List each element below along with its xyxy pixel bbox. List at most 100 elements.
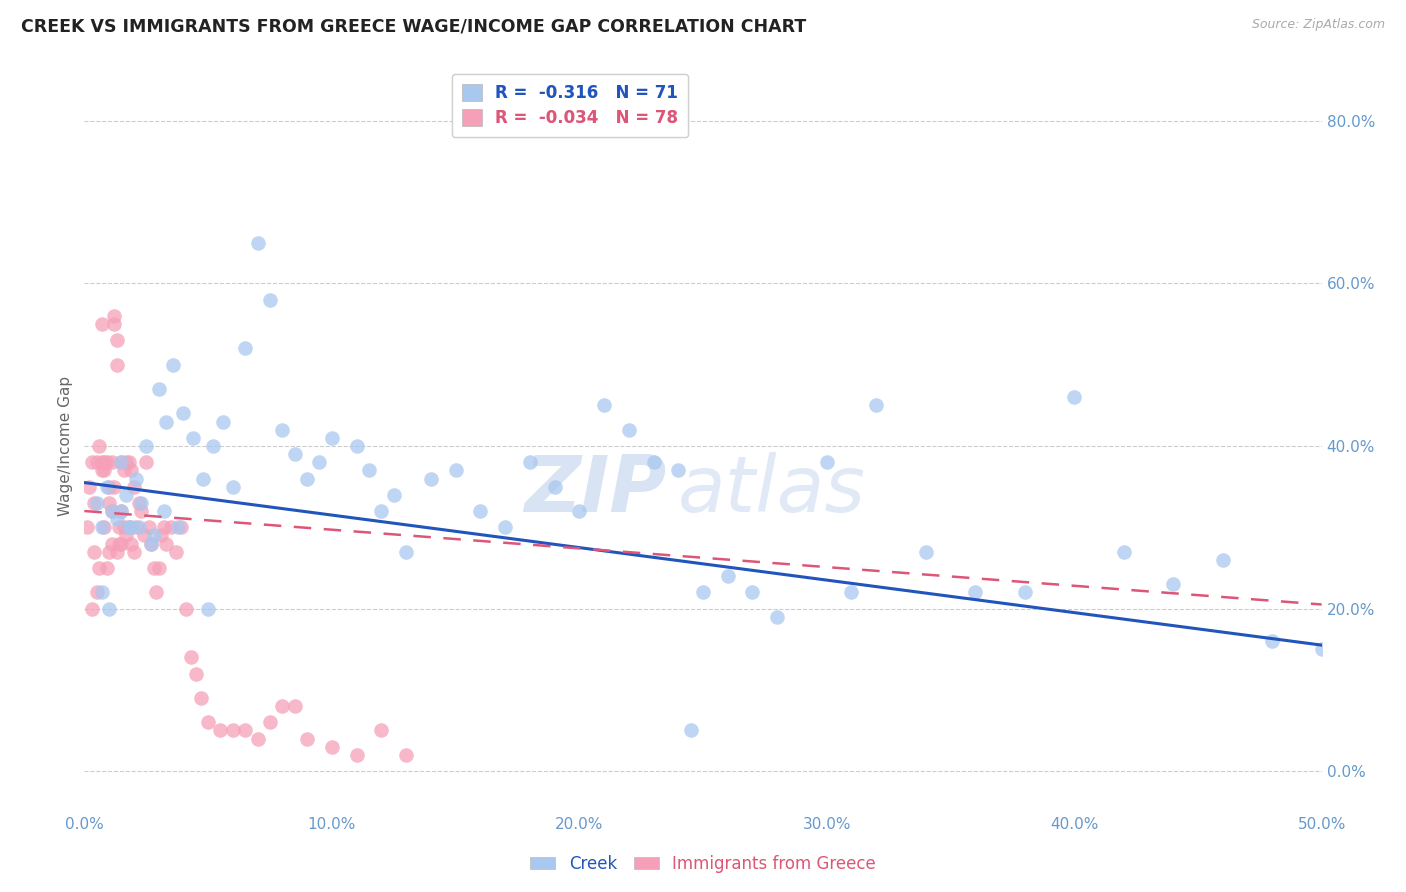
Point [470, 504, 492, 518]
Point [80, 455, 103, 469]
Point [152, 504, 174, 518]
Point [105, 358, 128, 372]
Point [138, 520, 160, 534]
Point [202, 439, 225, 453]
Point [90, 520, 112, 534]
Point [141, 536, 163, 550]
Point [148, 561, 170, 575]
Point [103, 480, 125, 494]
Point [568, 504, 591, 518]
Point [129, 496, 152, 510]
Point [1310, 642, 1333, 657]
Point [76, 520, 98, 534]
Point [346, 747, 368, 762]
Point [162, 358, 184, 372]
Point [98, 496, 121, 510]
Point [110, 504, 132, 518]
Point [519, 455, 541, 469]
Point [1212, 553, 1234, 567]
Text: atlas: atlas [678, 452, 866, 528]
Point [125, 471, 148, 485]
Point [295, 471, 318, 485]
Point [184, 666, 207, 681]
Point [766, 609, 789, 624]
Point [197, 601, 219, 615]
Point [100, 504, 122, 518]
Point [209, 723, 232, 738]
Point [150, 528, 173, 542]
Point [132, 528, 155, 542]
Point [222, 480, 245, 494]
Point [284, 699, 307, 714]
Point [543, 480, 565, 494]
Point [1014, 585, 1036, 599]
Point [79, 480, 101, 494]
Point [89, 561, 111, 575]
Point [90, 585, 112, 599]
Point [370, 723, 392, 738]
Point [395, 747, 418, 762]
Point [120, 463, 142, 477]
Point [105, 512, 128, 526]
Point [295, 731, 318, 746]
Point [170, 520, 193, 534]
Point [815, 455, 838, 469]
Point [321, 739, 343, 754]
Point [110, 455, 132, 469]
Point [152, 520, 174, 534]
Point [122, 480, 145, 494]
Text: CREEK VS IMMIGRANTS FROM GREECE WAGE/INCOME GAP CORRELATION CHART: CREEK VS IMMIGRANTS FROM GREECE WAGE/INC… [21, 18, 806, 36]
Point [155, 536, 177, 550]
Point [181, 431, 204, 445]
Point [100, 536, 122, 550]
Point [246, 731, 269, 746]
Point [321, 431, 343, 445]
Point [120, 536, 142, 550]
Point [717, 569, 740, 583]
Point [83, 496, 105, 510]
Point [105, 334, 128, 348]
Legend: R =  -0.316   N = 71, R =  -0.034   N = 78: R = -0.316 N = 71, R = -0.034 N = 78 [451, 74, 688, 137]
Point [96, 561, 118, 575]
Point [112, 463, 135, 477]
Point [233, 723, 256, 738]
Point [965, 585, 987, 599]
Point [679, 723, 702, 738]
Point [142, 528, 165, 542]
Point [197, 715, 219, 730]
Point [108, 536, 131, 550]
Point [692, 585, 714, 599]
Point [115, 455, 138, 469]
Point [370, 504, 392, 518]
Point [643, 455, 665, 469]
Point [90, 463, 112, 477]
Point [865, 398, 887, 412]
Point [233, 342, 256, 356]
Point [145, 585, 167, 599]
Point [1112, 544, 1135, 558]
Text: ZIP: ZIP [523, 452, 666, 528]
Point [1161, 577, 1184, 591]
Point [308, 455, 330, 469]
Point [259, 715, 281, 730]
Point [165, 544, 187, 558]
Point [357, 463, 380, 477]
Point [271, 423, 294, 437]
Point [222, 723, 245, 738]
Point [212, 415, 235, 429]
Point [120, 520, 142, 534]
Point [148, 382, 170, 396]
Point [914, 544, 936, 558]
Point [1261, 634, 1284, 648]
Point [115, 488, 138, 502]
Point [80, 601, 103, 615]
Point [90, 317, 112, 331]
Point [128, 496, 150, 510]
Point [155, 415, 177, 429]
Point [382, 488, 405, 502]
Legend: Creek, Immigrants from Greece: Creek, Immigrants from Greece [523, 848, 883, 880]
Text: Source: ZipAtlas.com: Source: ZipAtlas.com [1251, 18, 1385, 31]
Point [86, 496, 108, 510]
Point [494, 520, 516, 534]
Point [105, 544, 128, 558]
